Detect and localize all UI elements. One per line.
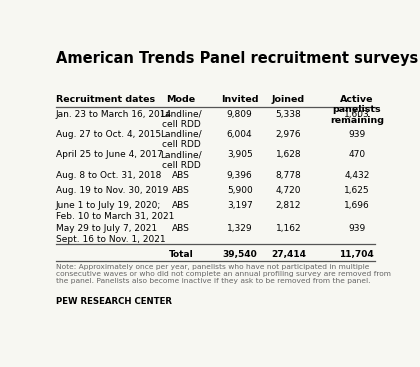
Text: June 1 to July 19, 2020;
Feb. 10 to March 31, 2021: June 1 to July 19, 2020; Feb. 10 to Marc… — [56, 201, 174, 221]
Text: May 29 to July 7, 2021
Sept. 16 to Nov. 1, 2021: May 29 to July 7, 2021 Sept. 16 to Nov. … — [56, 224, 165, 244]
Text: 4,432: 4,432 — [344, 171, 370, 179]
Text: 9,396: 9,396 — [227, 171, 252, 179]
Text: 6,004: 6,004 — [227, 130, 252, 139]
Text: Invited: Invited — [221, 95, 258, 104]
Text: 9,809: 9,809 — [227, 110, 252, 119]
Text: 5,338: 5,338 — [276, 110, 302, 119]
Text: 939: 939 — [348, 130, 365, 139]
Text: 2,976: 2,976 — [276, 130, 301, 139]
Text: 3,197: 3,197 — [227, 201, 252, 210]
Text: 2,812: 2,812 — [276, 201, 301, 210]
Text: 939: 939 — [348, 224, 365, 233]
Text: Joined: Joined — [272, 95, 305, 104]
Text: 3,905: 3,905 — [227, 150, 252, 159]
Text: 1,696: 1,696 — [344, 201, 370, 210]
Text: Landline/
cell RDD: Landline/ cell RDD — [160, 150, 202, 170]
Text: PEW RESEARCH CENTER: PEW RESEARCH CENTER — [56, 297, 172, 306]
Text: 1,329: 1,329 — [227, 224, 252, 233]
Text: 1,603: 1,603 — [344, 110, 370, 119]
Text: 1,628: 1,628 — [276, 150, 301, 159]
Text: 1,625: 1,625 — [344, 186, 370, 195]
Text: 4,720: 4,720 — [276, 186, 301, 195]
Text: Aug. 19 to Nov. 30, 2019: Aug. 19 to Nov. 30, 2019 — [56, 186, 168, 195]
Text: Jan. 23 to March 16, 2014: Jan. 23 to March 16, 2014 — [56, 110, 172, 119]
Text: American Trends Panel recruitment surveys: American Trends Panel recruitment survey… — [56, 51, 418, 66]
Text: 8,778: 8,778 — [276, 171, 302, 179]
Text: 39,540: 39,540 — [222, 250, 257, 259]
Text: ABS: ABS — [172, 224, 190, 233]
Text: 5,900: 5,900 — [227, 186, 252, 195]
Text: Note: Approximately once per year, panelists who have not participated in multip: Note: Approximately once per year, panel… — [56, 265, 391, 284]
Text: ABS: ABS — [172, 171, 190, 179]
Text: Active
panelists
remaining: Active panelists remaining — [330, 95, 384, 125]
Text: ABS: ABS — [172, 186, 190, 195]
Text: Aug. 8 to Oct. 31, 2018: Aug. 8 to Oct. 31, 2018 — [56, 171, 161, 179]
Text: Recruitment dates: Recruitment dates — [56, 95, 155, 104]
Text: Landline/
cell RDD: Landline/ cell RDD — [160, 110, 202, 129]
Text: April 25 to June 4, 2017: April 25 to June 4, 2017 — [56, 150, 163, 159]
Text: Aug. 27 to Oct. 4, 2015: Aug. 27 to Oct. 4, 2015 — [56, 130, 161, 139]
Text: 11,704: 11,704 — [339, 250, 374, 259]
Text: 470: 470 — [348, 150, 365, 159]
Text: Mode: Mode — [166, 95, 196, 104]
Text: 1,162: 1,162 — [276, 224, 301, 233]
Text: Total: Total — [169, 250, 194, 259]
Text: ABS: ABS — [172, 201, 190, 210]
Text: 27,414: 27,414 — [271, 250, 306, 259]
Text: Landline/
cell RDD: Landline/ cell RDD — [160, 130, 202, 149]
